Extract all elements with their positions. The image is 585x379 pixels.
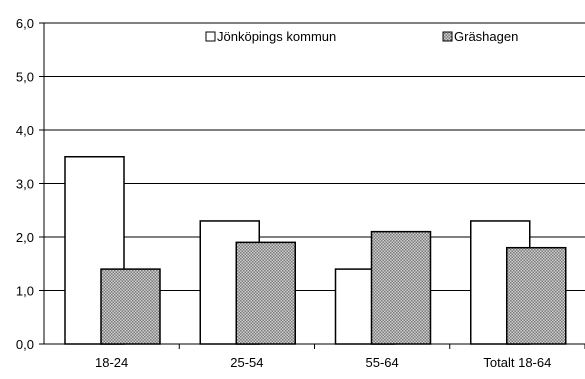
x-tick-label: 18-24 [95,355,128,370]
y-tick-label: 1,0 [16,284,34,299]
axes [39,22,585,349]
y-tick-label: 6,0 [16,16,34,31]
bar-grashagen-0 [100,268,161,345]
y-tick-label: 2,0 [16,230,34,245]
bars [64,156,567,345]
legend-label-grashagen: Gräshagen [454,29,518,44]
bar-grashagen-2 [370,230,432,345]
y-tick-label: 0,0 [16,337,34,352]
legend-label-jonkoping: Jönköpings kommun [217,29,336,44]
y-tick-label: 4,0 [16,123,34,138]
x-tick-label: 25-54 [230,355,263,370]
y-tick-label: 3,0 [16,177,34,192]
legend-swatch-jonkoping [205,31,216,42]
legend: Jönköpings kommun Gräshagen [205,29,518,44]
y-tick-labels: 0,0 1,0 2,0 3,0 4,0 5,0 6,0 [16,16,34,352]
y-tick-label: 5,0 [16,70,34,85]
x-tick-labels: 18-24 25-54 55-64 Totalt 18-64 [95,355,551,370]
legend-swatch-grashagen [442,31,453,42]
bar-grashagen-1 [235,241,296,345]
bar-grashagen-3 [506,246,567,345]
x-tick-label: Totalt 18-64 [483,355,551,370]
x-tick-label: 55-64 [366,355,399,370]
